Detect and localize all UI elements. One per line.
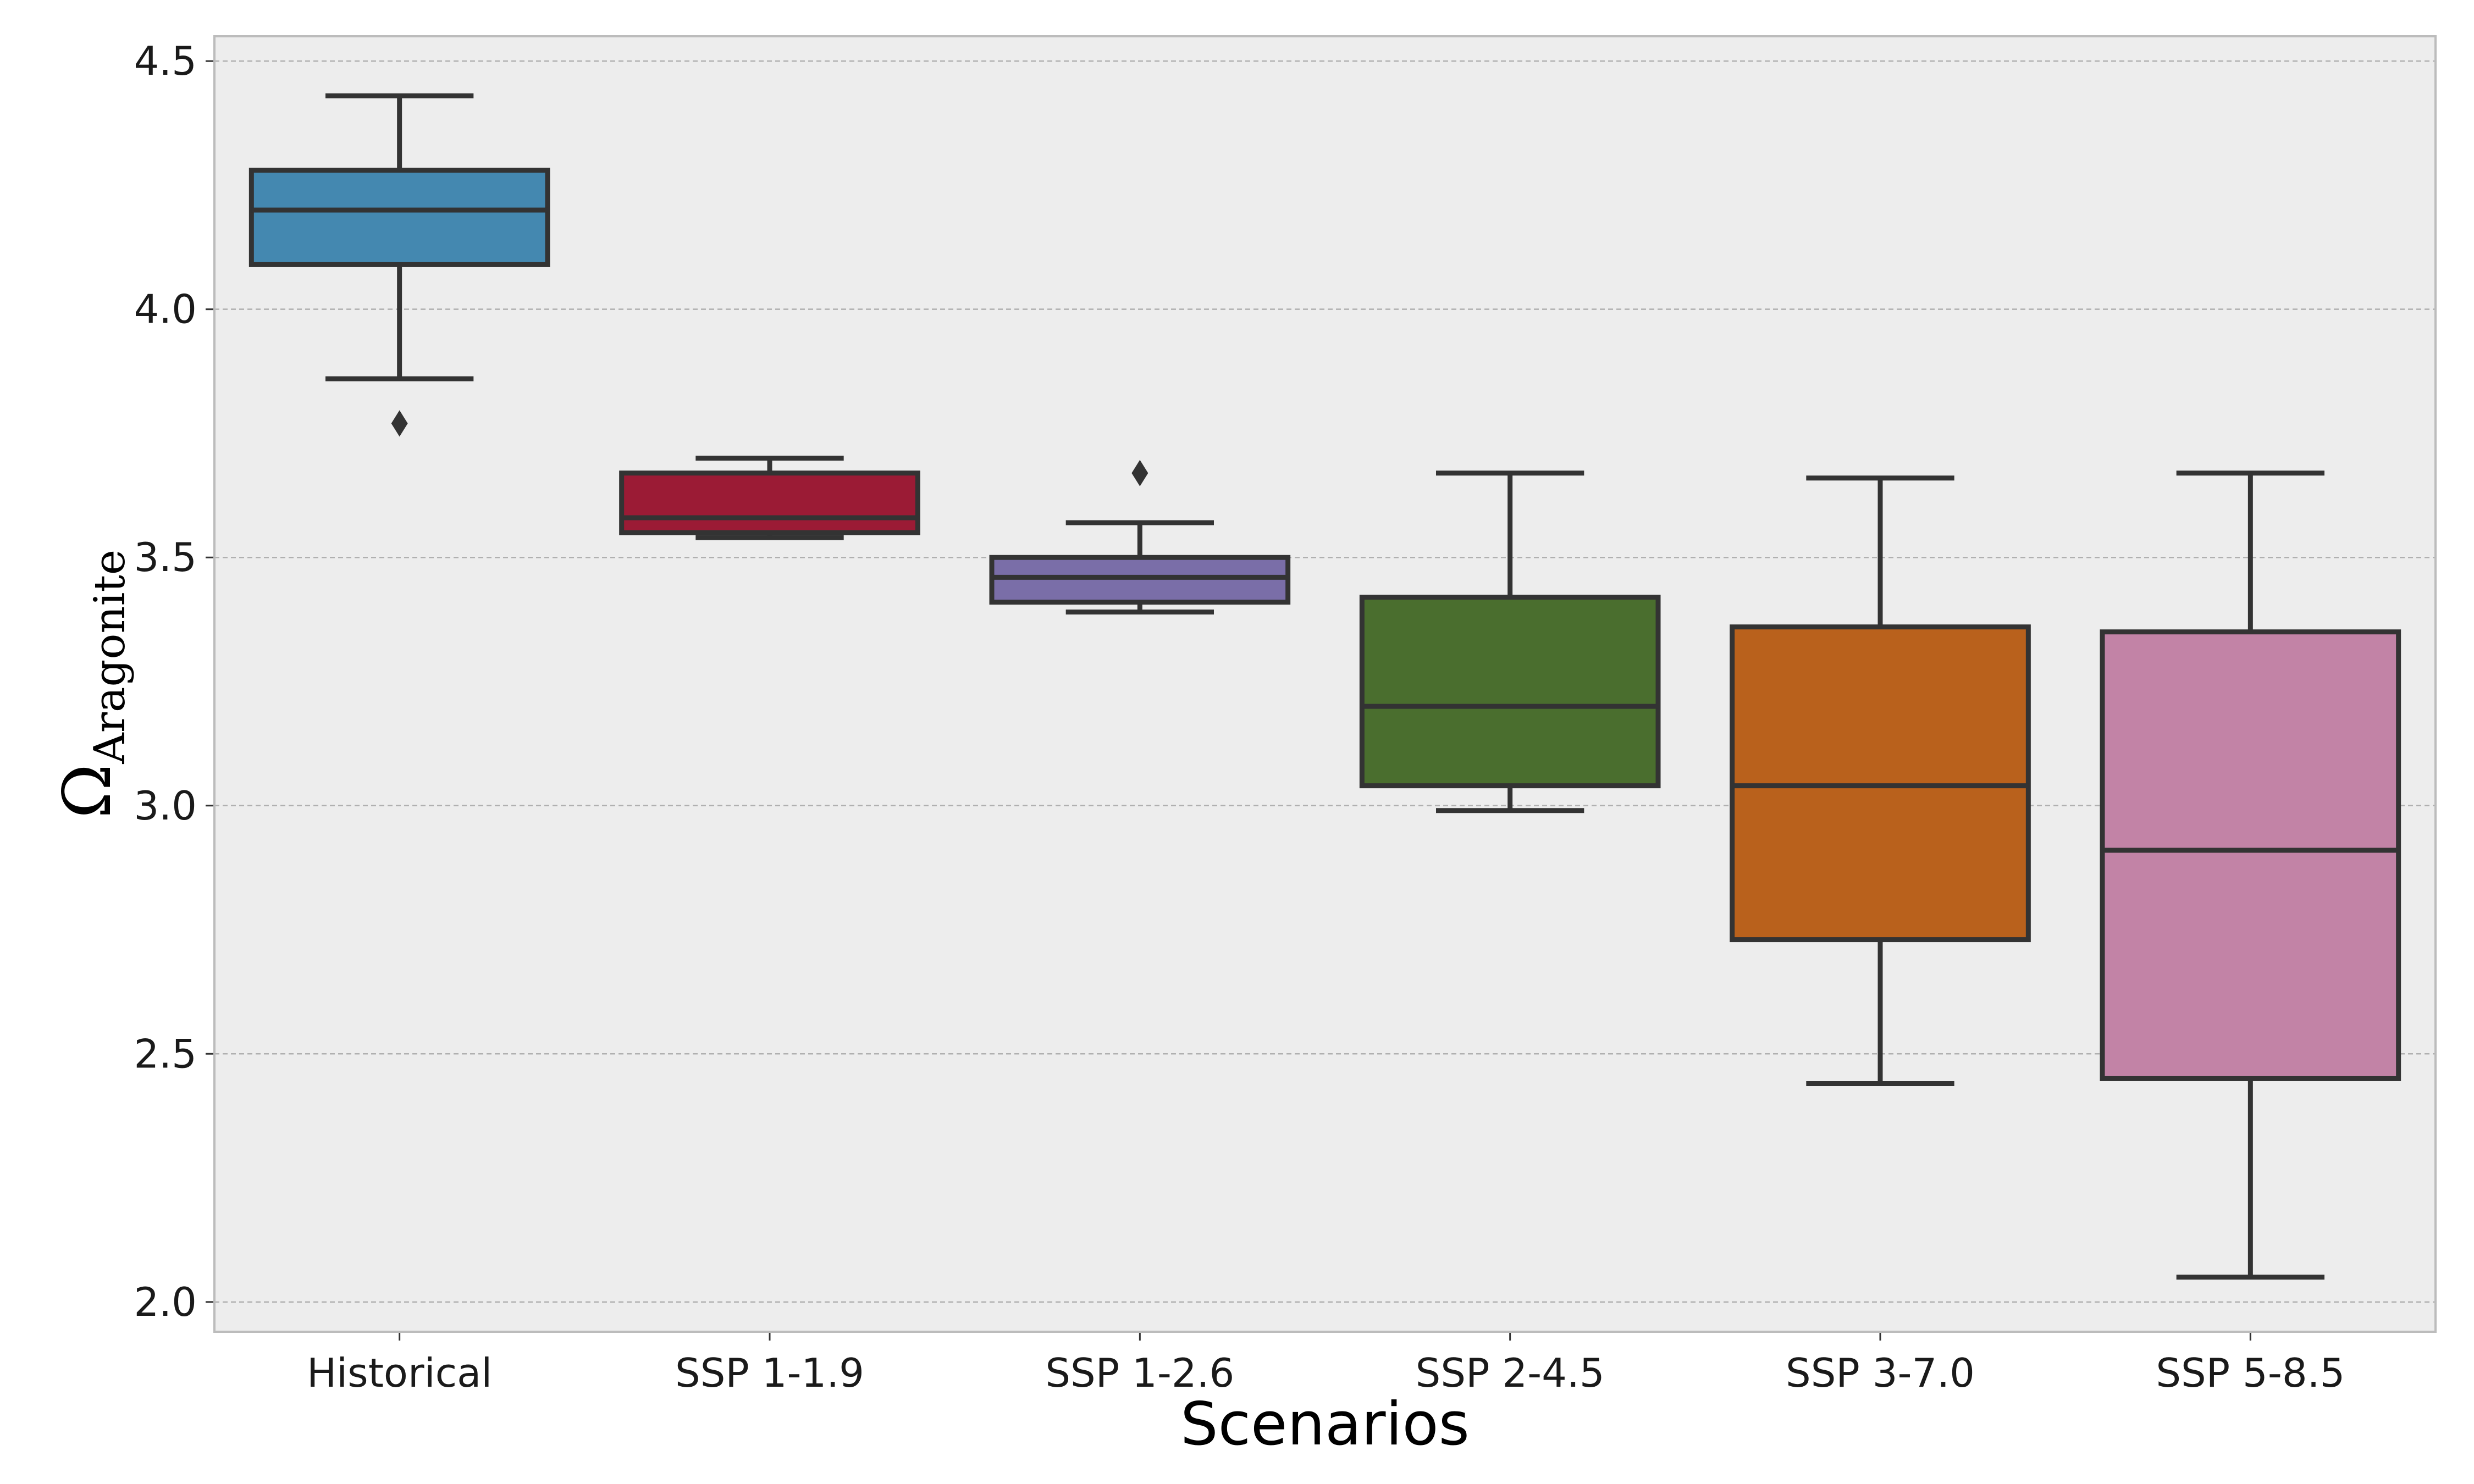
y-axis: 2.0 2.5 3.0 3.5 4.0 4.5 xyxy=(134,38,214,1325)
x-axis: Historical SSP 1-1.9 SSP 1-2.6 SSP 2-4.5 SSP… xyxy=(307,1332,2345,1396)
box-group-1 xyxy=(619,456,920,540)
y-axis-label-symbol: Ω xyxy=(49,764,126,819)
x-tick-label: SSP 1-1.9 xyxy=(675,1350,864,1396)
y-tick-label: 3.0 xyxy=(134,783,197,829)
box-group-5 xyxy=(2100,470,2401,1280)
y-tick-label: 3.5 xyxy=(134,534,197,580)
grid-lines xyxy=(214,60,2436,1303)
box-group-3 xyxy=(1359,470,1661,813)
y-axis-label-subscript: Aragonite xyxy=(85,550,135,765)
box-body xyxy=(2100,629,2401,1081)
box-body xyxy=(1359,594,1661,789)
x-tick-label: SSP 1-2.6 xyxy=(1045,1350,1234,1396)
outlier-point xyxy=(1131,459,1148,486)
x-tick-label: Historical xyxy=(307,1350,492,1396)
x-tick-label: SSP 2-4.5 xyxy=(1416,1350,1605,1396)
box-group-4 xyxy=(1730,475,2031,1086)
plot-frame xyxy=(213,35,2437,1333)
y-tick-label: 2.0 xyxy=(134,1279,197,1325)
y-tick-label: 2.5 xyxy=(134,1031,197,1077)
box-body xyxy=(248,168,550,267)
x-axis-label: Scenarios xyxy=(1180,1390,1470,1459)
plot-area xyxy=(214,36,2436,1332)
y-tick-label: 4.5 xyxy=(134,38,197,84)
box-body xyxy=(989,555,1291,605)
box-body xyxy=(619,470,920,535)
box-body xyxy=(1730,624,2031,943)
boxes xyxy=(248,93,2401,1280)
x-tick-label: SSP 3-7.0 xyxy=(1786,1350,1975,1396)
outlier-point xyxy=(391,410,408,437)
y-axis-label: ΩAragonite xyxy=(49,550,135,818)
y-tick-label: 4.0 xyxy=(134,286,197,333)
x-tick-label: SSP 5-8.5 xyxy=(2156,1350,2345,1396)
box-group-2 xyxy=(989,459,1291,615)
box-group-0 xyxy=(248,93,550,437)
